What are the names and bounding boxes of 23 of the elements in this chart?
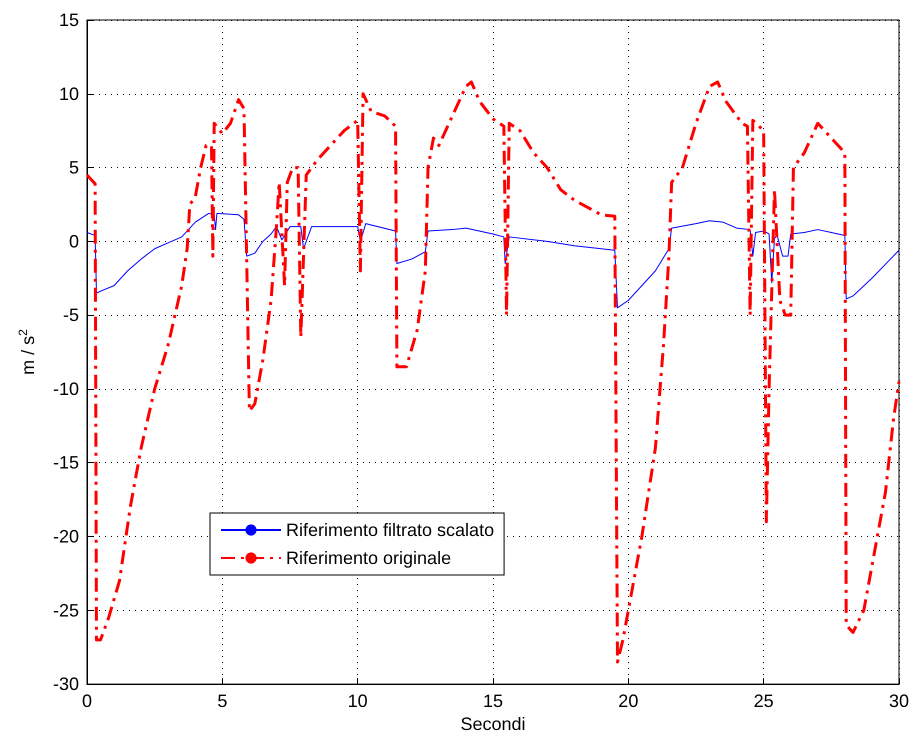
x-tick-label: 10: [348, 691, 368, 712]
x-tick-label: 20: [618, 691, 638, 712]
y-tick-label: 0: [68, 231, 79, 252]
y-tick-label: -5: [62, 305, 79, 326]
y-axis-title: m / s2: [16, 328, 38, 375]
x-axis-title: Secondi: [460, 714, 526, 734]
legend-label: Riferimento originale: [286, 548, 452, 568]
y-tick-label: -20: [52, 526, 79, 547]
x-tick-label: 5: [217, 691, 228, 712]
y-tick-label: -25: [52, 600, 79, 620]
x-tick-label: 30: [888, 691, 910, 712]
y-tick-label: 10: [58, 84, 79, 104]
y-tick-label: -10: [52, 378, 79, 399]
x-tick-label: 0: [82, 691, 92, 712]
line-series: [86, 80, 900, 664]
y-tick-label: -15: [52, 452, 79, 473]
x-tick-label: 15: [482, 691, 504, 712]
y-tick-label: 5: [68, 158, 79, 178]
y-tick-label: -30: [52, 674, 79, 694]
legend-label: Riferimento filtrato scalato: [286, 520, 494, 540]
y-tick-label: 15: [58, 10, 79, 30]
x-tick-label: 25: [754, 691, 774, 712]
line-series: [86, 212, 900, 308]
